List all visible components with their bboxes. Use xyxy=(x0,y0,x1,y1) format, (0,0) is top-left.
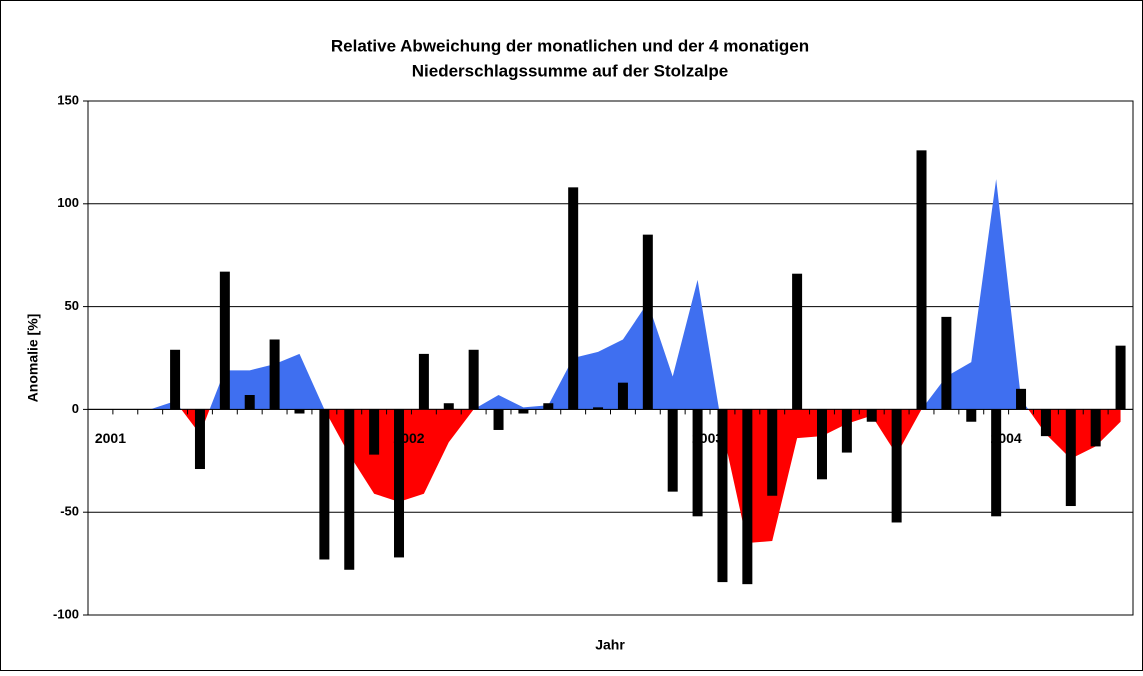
bar xyxy=(966,409,977,422)
bar xyxy=(941,316,952,410)
bar xyxy=(792,273,803,410)
bar xyxy=(369,409,380,455)
y-tick-label: 0 xyxy=(72,401,79,416)
bar xyxy=(1090,409,1101,447)
bar xyxy=(692,409,703,517)
bar xyxy=(170,349,181,410)
bar xyxy=(493,409,504,430)
bar xyxy=(518,409,529,414)
x-tick-label: 2004 xyxy=(991,430,1022,446)
bar xyxy=(916,150,927,410)
y-tick-label: 150 xyxy=(57,92,79,107)
x-tick-label: 2001 xyxy=(95,430,126,446)
bar xyxy=(219,271,230,410)
y-tick-label: 50 xyxy=(65,298,79,313)
area-negative xyxy=(100,409,1121,544)
bar xyxy=(344,409,355,570)
bar xyxy=(568,187,579,410)
bar xyxy=(642,234,653,410)
bar xyxy=(269,339,280,410)
bar xyxy=(891,409,902,523)
bar xyxy=(742,409,753,585)
bar xyxy=(816,409,827,480)
bar xyxy=(617,382,628,410)
bar xyxy=(991,409,1002,517)
bar xyxy=(1115,345,1126,410)
bar xyxy=(319,409,330,560)
chart-title: Relative Abweichung der monatlichen und … xyxy=(331,36,809,55)
bar xyxy=(194,409,205,470)
bar xyxy=(667,409,678,492)
x-tick-label: 2002 xyxy=(393,430,424,446)
y-tick-label: 100 xyxy=(57,195,79,210)
y-axis-label: Anomalie [%] xyxy=(25,314,41,403)
y-tick-label: -100 xyxy=(53,606,79,621)
bar xyxy=(1065,409,1076,507)
chart-title: Niederschlagssumme auf der Stolzalpe xyxy=(412,61,729,80)
x-tick-label: 2003 xyxy=(692,430,723,446)
area-positive xyxy=(150,179,1029,410)
bar xyxy=(1040,409,1051,437)
bar xyxy=(418,353,429,410)
bar xyxy=(394,409,405,558)
bar xyxy=(1016,388,1027,410)
bar xyxy=(468,349,479,410)
y-tick-label: -50 xyxy=(60,504,79,519)
bar xyxy=(244,395,255,410)
bar xyxy=(841,409,852,453)
bar xyxy=(717,409,728,583)
bar xyxy=(593,407,604,410)
x-axis-label: Jahr xyxy=(595,637,625,653)
bar xyxy=(866,409,877,422)
bar xyxy=(543,403,554,410)
bar xyxy=(294,409,305,414)
bar xyxy=(767,409,778,496)
bar xyxy=(443,403,454,410)
